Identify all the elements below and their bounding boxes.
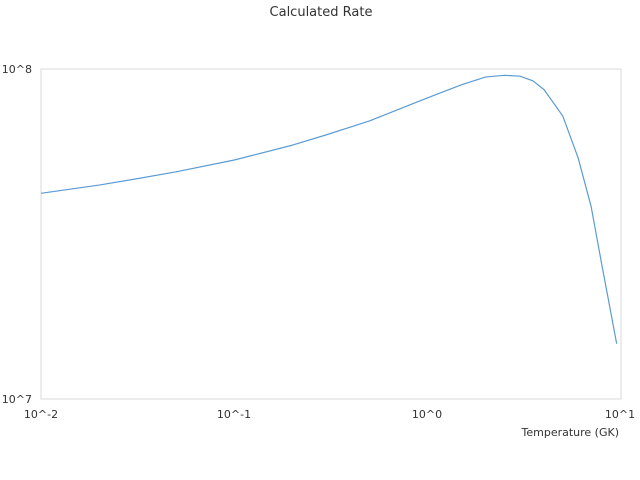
x-axis-label: Temperature (GK) xyxy=(521,426,620,439)
x-tick-label-4: 10^1 xyxy=(605,408,635,421)
chart-title: Calculated Rate xyxy=(270,5,373,20)
x-tick-label-1: 10^-2 xyxy=(24,408,58,421)
y-tick-label-top: 10^8 xyxy=(2,63,32,76)
x-tick-label-2: 10^-1 xyxy=(217,408,251,421)
y-tick-label-bottom: 10^7 xyxy=(2,393,32,406)
series-line-1 xyxy=(40,74,618,344)
plot-area-border xyxy=(40,68,622,400)
x-tick-label-3: 10^0 xyxy=(412,408,442,421)
series-layer xyxy=(40,74,618,344)
